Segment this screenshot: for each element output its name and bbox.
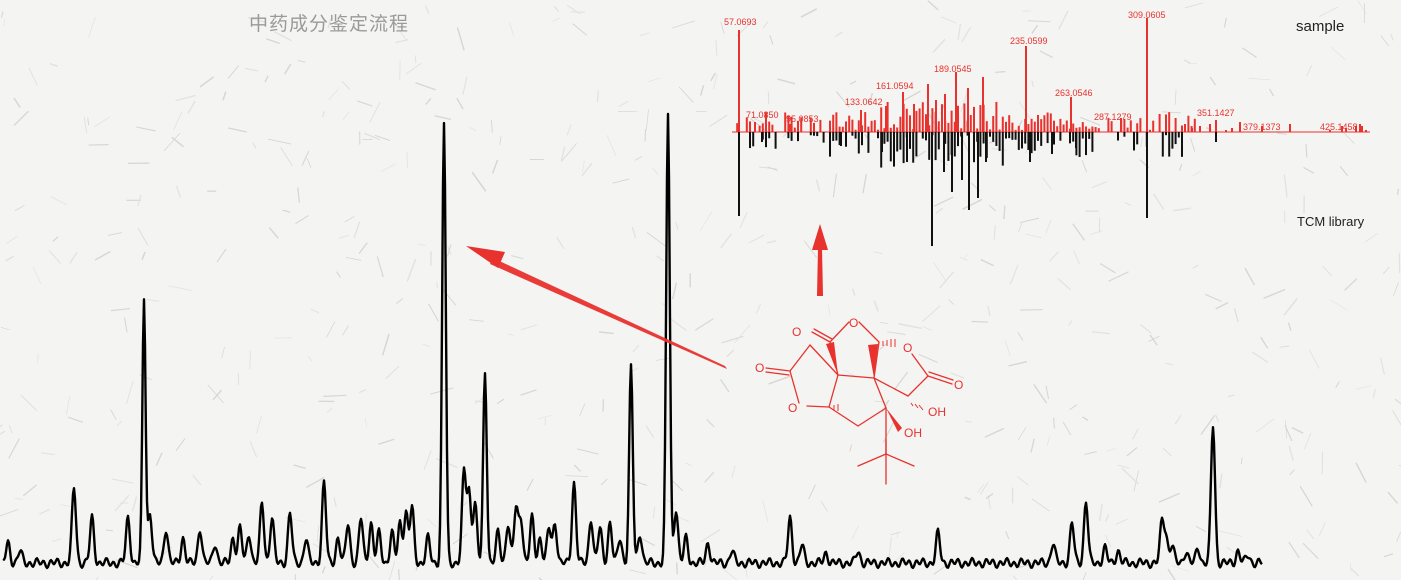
wedge-bond: [826, 342, 838, 375]
bond: [828, 406, 859, 427]
chromatogram-trace: [2, 112, 1263, 570]
atom-label: OH: [904, 426, 922, 440]
spectrum-pointer-arrow: [817, 248, 823, 296]
peak-label: 189.0545: [934, 64, 972, 74]
bond: [811, 331, 831, 343]
sample-spectrum: [736, 18, 1367, 132]
peak-labels: 57.0693 71.0850 95.0853 133.0642 161.0594 189…: [724, 10, 1358, 132]
atom-label: O: [903, 341, 912, 355]
peak-label: 263.0546: [1055, 88, 1093, 98]
bond: [813, 328, 833, 340]
atom-label: O: [788, 401, 797, 415]
bond: [858, 321, 880, 343]
bond: [806, 405, 830, 408]
peak-label: 57.0693: [724, 17, 757, 27]
bond: [873, 341, 880, 379]
atom-label: O: [849, 316, 858, 330]
sample-label: sample: [1296, 18, 1345, 35]
page-title: 中药成分鉴定流程: [249, 13, 410, 35]
bond: [911, 353, 929, 377]
library-label: TCM library: [1297, 214, 1365, 229]
peak-label: 235.0599: [1010, 36, 1048, 46]
bond: [873, 377, 887, 409]
atom-label: O: [954, 378, 963, 392]
bond: [857, 407, 887, 427]
peak-pointer-arrowhead: [466, 246, 505, 268]
bond: [765, 367, 791, 372]
library-spectrum: [738, 132, 1217, 246]
bond: [873, 377, 909, 397]
bond: [828, 374, 839, 408]
bond: [857, 453, 887, 467]
peak-label: 287.1279: [1094, 112, 1132, 122]
bond: [927, 375, 953, 385]
bond: [928, 371, 954, 381]
bond: [765, 371, 790, 376]
bond: [907, 375, 929, 397]
peak-label: 133.0642: [845, 97, 883, 107]
peak-label: 95.0853: [786, 114, 819, 124]
peak-label: 379.1373: [1243, 122, 1281, 132]
wedge-bond: [886, 408, 902, 432]
bond: [829, 321, 850, 343]
wedge-bond: [868, 344, 878, 378]
bond: [837, 374, 875, 379]
atom-label: O: [792, 325, 801, 339]
peak-label: 161.0594: [876, 81, 914, 91]
atom-label: OH: [928, 405, 946, 419]
atom-label: O: [755, 361, 764, 375]
peak-label: 425.1458: [1320, 122, 1358, 132]
bond: [789, 344, 811, 372]
peak-label: 71.0850: [746, 110, 779, 120]
bond: [885, 453, 915, 467]
bond: [809, 344, 839, 376]
peak-label: 351.1427: [1197, 108, 1235, 118]
hash-bonds: [833, 339, 924, 411]
bond: [789, 370, 800, 404]
peak-label: 309.0605: [1128, 10, 1166, 20]
spectrum-pointer-arrowhead: [812, 224, 828, 250]
peak-pointer-arrow: [490, 258, 727, 369]
